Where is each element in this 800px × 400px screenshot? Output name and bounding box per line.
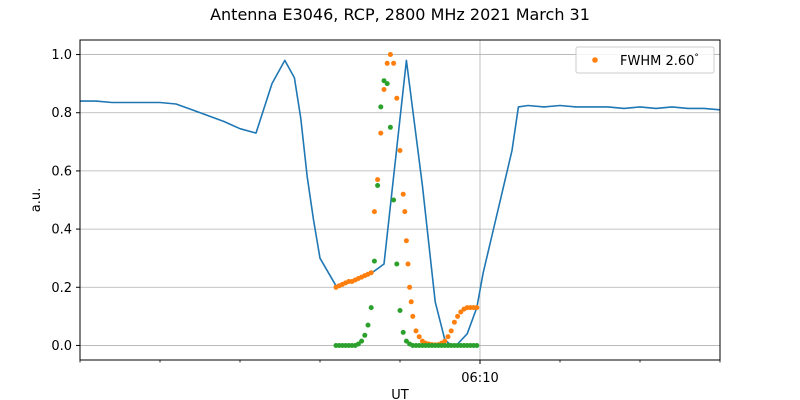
- data-point: [384, 81, 390, 87]
- y-tick-label: 1.0: [51, 48, 72, 63]
- y-axis-label: a.u.: [29, 188, 44, 212]
- data-point: [394, 95, 400, 101]
- data-point: [394, 261, 400, 267]
- data-point: [458, 309, 464, 315]
- data-point: [391, 197, 397, 203]
- data-point: [381, 87, 387, 92]
- data-point: [403, 238, 409, 244]
- data-point: [407, 284, 413, 290]
- x-axis-label: UT: [391, 388, 409, 400]
- data-point: [448, 328, 454, 334]
- data-point: [391, 60, 397, 66]
- y-tick-label: 0.4: [51, 223, 72, 238]
- data-point: [368, 305, 374, 311]
- y-tick-label: 0.6: [51, 164, 72, 179]
- legend-box: [575, 46, 715, 74]
- series-line-measured: [80, 59, 721, 347]
- data-point: [442, 338, 448, 344]
- x-tick-label: 06:10: [461, 371, 498, 386]
- data-point: [362, 332, 368, 338]
- data-point: [397, 148, 403, 153]
- y-tick-label: 0.0: [51, 339, 72, 354]
- data-point: [455, 313, 461, 319]
- data-point: [413, 328, 419, 334]
- data-point: [387, 124, 393, 130]
- data-point: [474, 343, 480, 348]
- y-tick-label: 0.2: [51, 281, 72, 296]
- data-point: [400, 329, 406, 335]
- legend-entry-fwhm: FWHM 2.60°: [620, 53, 699, 69]
- plot-series: [80, 52, 721, 348]
- axis-ticks: 0.0 0.2 0.4 0.6 0.8 1.0 06:10: [51, 48, 721, 386]
- data-point: [368, 270, 374, 276]
- data-point: [371, 209, 377, 215]
- data-point: [397, 308, 403, 313]
- legend-marker: [592, 57, 598, 63]
- data-point: [387, 52, 393, 57]
- data-point: [381, 78, 387, 84]
- data-point: [405, 261, 411, 267]
- data-point: [359, 338, 365, 344]
- data-point: [400, 191, 406, 197]
- legend: FWHM 2.60°: [575, 46, 715, 74]
- data-point: [445, 334, 451, 340]
- data-point: [416, 334, 422, 340]
- data-point: [474, 305, 480, 311]
- data-point: [402, 209, 408, 215]
- data-point: [378, 104, 384, 110]
- data-point: [375, 177, 381, 183]
- data-point: [371, 258, 377, 264]
- y-tick-label: 0.8: [51, 106, 72, 121]
- data-point: [355, 341, 361, 347]
- data-point: [451, 319, 457, 325]
- data-point: [375, 183, 381, 188]
- data-point: [384, 60, 390, 66]
- data-point: [410, 313, 416, 319]
- series-points-1: [333, 52, 480, 348]
- data-point: [403, 338, 409, 344]
- data-point: [365, 322, 371, 328]
- data-point: [378, 130, 384, 136]
- series-points-2: [333, 78, 480, 348]
- chart-title: Antenna E3046, RCP, 2800 MHz 2021 March …: [210, 5, 590, 24]
- data-point: [408, 299, 414, 305]
